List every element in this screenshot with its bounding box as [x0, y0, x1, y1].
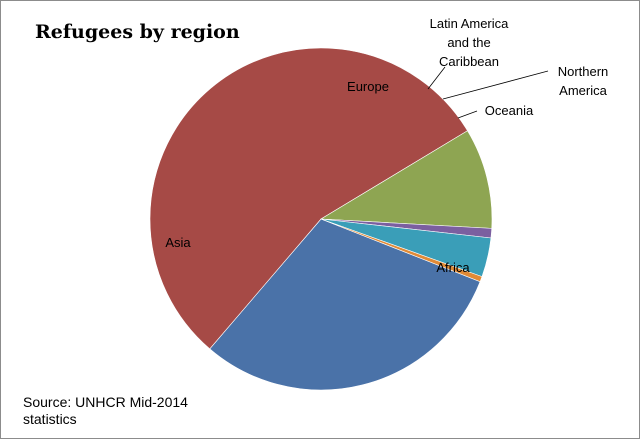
slice-label-oceania: Oceania: [485, 103, 534, 118]
leader-line-oceania: [457, 110, 478, 119]
pie-slice-oceania: [320, 218, 483, 283]
chart-title: Refugees by region: [35, 21, 240, 43]
slice-label-africa: Africa: [436, 260, 470, 275]
pie-slice-europe: [320, 130, 493, 229]
slice-label-latin-america-and-the-caribbean: Latin America and the Caribbean: [430, 16, 510, 69]
leader-line-northern-america: [442, 70, 549, 100]
pie-slice-africa: [209, 218, 481, 391]
slice-label-europe: Europe: [347, 79, 389, 94]
slice-label-asia: Asia: [165, 235, 191, 250]
pie-slice-asia: [149, 47, 468, 350]
leader-line-latin-america-and-the-caribbean: [427, 66, 446, 90]
slice-label-northern-america: Northern America: [558, 64, 609, 98]
source-note: Source: UNHCR Mid-2014 statistics: [23, 394, 188, 427]
